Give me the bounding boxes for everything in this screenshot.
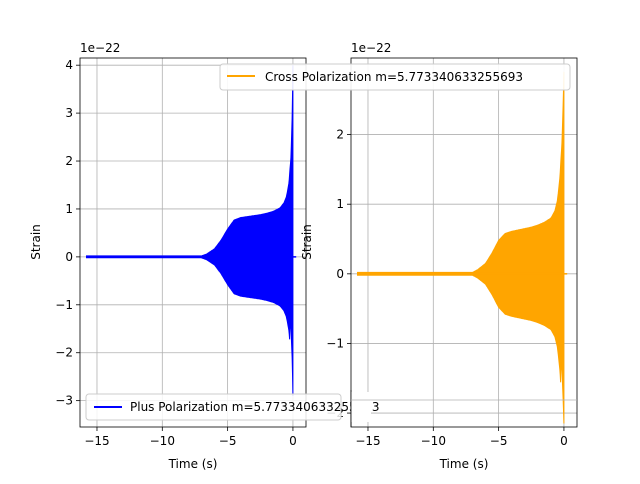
right-legend-label: Cross Polarization m=5.773340633255693 [265, 70, 523, 84]
left-x-ticks: −15 −10 −5 0 [84, 427, 297, 448]
x-tick-label: −10 [421, 434, 446, 448]
y-tick-label: 4 [65, 58, 73, 72]
right-signal [357, 71, 568, 424]
y-tick-label: 1 [65, 202, 73, 216]
y-tick-label: −2 [55, 346, 73, 360]
y-tick-label: 0 [65, 250, 73, 264]
y-tick-label: 2 [336, 128, 344, 142]
y-tick-label: −3 [55, 394, 73, 408]
left-offset-text: 1e−22 [80, 41, 120, 55]
y-tick-label: −1 [55, 298, 73, 312]
left-axes-frame [79, 57, 307, 428]
x-tick-label: −5 [219, 434, 237, 448]
right-legend-box [219, 63, 571, 91]
y-tick-label: 2 [65, 154, 73, 168]
y-tick-label: 3 [65, 106, 73, 120]
right-axes-patch [351, 392, 371, 422]
left-y-ticks: −3 −2 −1 0 1 2 3 4 [55, 58, 80, 408]
x-tick-label: 0 [289, 434, 297, 448]
left-y-axis-label: Strain [29, 224, 43, 260]
right-x-axis-label: Time (s) [439, 457, 489, 471]
left-legend-box [85, 393, 342, 421]
y-tick-label: 1 [336, 197, 344, 211]
right-legend: Cross Polarization m=5.773340633255693 [219, 63, 571, 91]
right-y-axis-label: Strain [300, 224, 314, 260]
x-tick-label: 0 [560, 434, 568, 448]
x-tick-label: −15 [355, 434, 380, 448]
left-legend-label: Plus Polarization m=5.773340633255693 [130, 400, 380, 414]
strain-envelope [357, 71, 565, 424]
y-tick-label: 0 [336, 267, 344, 281]
x-tick-label: −5 [490, 434, 508, 448]
x-tick-label: −15 [84, 434, 109, 448]
left-x-axis-label: Time (s) [168, 457, 218, 471]
x-tick-label: −10 [150, 434, 175, 448]
y-tick-label: −1 [326, 336, 344, 350]
right-offset-text: 1e−22 [351, 41, 391, 55]
right-x-ticks: −15 −10 −5 0 [355, 427, 568, 448]
right-axes-frame [350, 57, 578, 428]
left-legend: Plus Polarization m=5.773340633255693 [85, 393, 380, 421]
